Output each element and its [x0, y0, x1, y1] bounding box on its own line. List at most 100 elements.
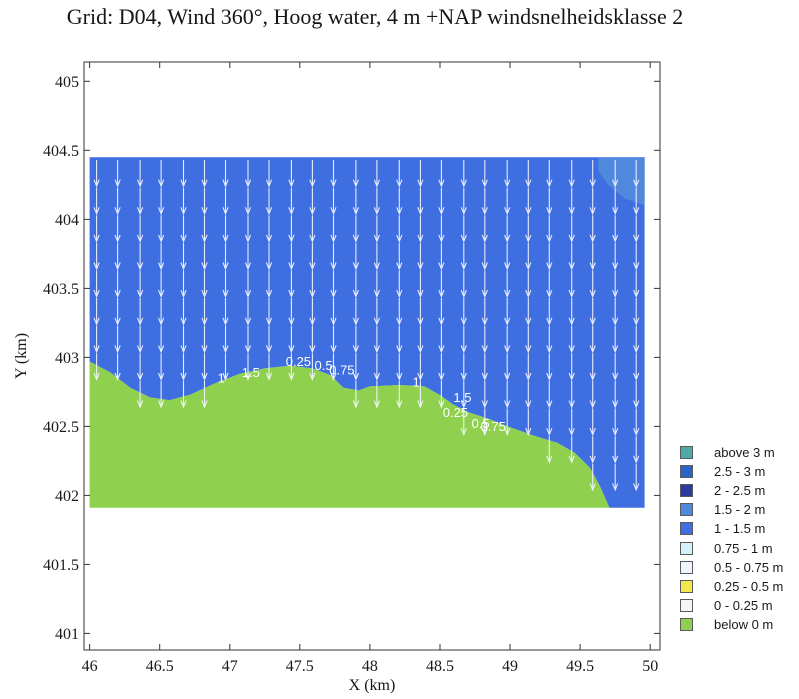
x-tick-label: 47 — [222, 658, 238, 675]
wave-vector — [396, 242, 403, 271]
wave-vector — [352, 270, 360, 299]
wave-vector — [180, 353, 187, 381]
wave-vector — [330, 215, 337, 243]
y-tick-label: 401 — [55, 626, 79, 643]
wave-vector — [265, 353, 273, 381]
wave-vector — [633, 463, 640, 492]
wave-vector — [244, 160, 252, 188]
wave-vector — [373, 270, 381, 299]
wave-vector — [568, 270, 575, 299]
wave-vector — [352, 215, 360, 243]
wave-vector — [612, 242, 619, 271]
wave-vector — [417, 187, 424, 216]
wave-vector — [201, 298, 208, 326]
wave-vector — [481, 187, 488, 216]
wave-vector — [633, 408, 640, 437]
wave-vector — [222, 215, 229, 243]
x-tick-label: 46.5 — [146, 658, 174, 675]
wave-vector — [589, 380, 596, 409]
wave-vector — [114, 353, 121, 381]
contour-label: 1.5 — [242, 365, 260, 380]
wave-vector — [288, 215, 295, 243]
legend-swatch — [680, 484, 693, 498]
wave-vector — [612, 463, 619, 492]
wave-vector — [114, 298, 121, 326]
wave-vector — [309, 187, 316, 216]
wave-vector — [633, 298, 640, 326]
wave-vector — [633, 380, 640, 409]
wave-vector — [93, 215, 100, 243]
chart-title: Grid: D04, Wind 360°, Hoog water, 4 m +N… — [66, 4, 684, 29]
wave-vector — [546, 325, 553, 354]
wave-vector — [589, 353, 596, 381]
wave-vector — [157, 298, 165, 326]
wave-vector — [438, 298, 445, 326]
wave-vector — [136, 270, 144, 299]
legend-label: 1.5 - 2 m — [714, 502, 766, 518]
wave-vector — [525, 270, 532, 299]
wave-vector — [525, 160, 532, 188]
wave-vector — [157, 270, 165, 299]
contour-label: 0.25 — [286, 354, 311, 369]
wave-vector — [265, 215, 273, 243]
wave-vector — [417, 215, 424, 243]
legend-item: 0.25 - 0.5 m — [680, 577, 798, 596]
wave-vector — [460, 298, 467, 326]
legend-item: 2.5 - 3 m — [680, 462, 798, 481]
wave-vector — [481, 160, 488, 188]
wave-vector — [352, 353, 360, 381]
wave-vector — [265, 298, 273, 326]
wave-vector — [244, 215, 252, 243]
wave-vector — [504, 270, 511, 299]
wave-vector — [612, 298, 619, 326]
wave-vector — [180, 380, 187, 409]
wave-vector — [180, 215, 187, 243]
wave-vector — [568, 215, 575, 243]
contour-label: 0.5 — [472, 416, 490, 431]
wave-vector — [222, 353, 229, 382]
wave-vector — [157, 325, 165, 354]
wave-vector — [481, 325, 488, 354]
wave-vector — [417, 298, 424, 326]
wave-vector — [438, 353, 445, 381]
wave-vector — [589, 215, 596, 243]
wave-vector — [633, 160, 640, 188]
wave-vector — [93, 353, 100, 381]
wave-vector — [417, 325, 424, 354]
wave-vector — [460, 380, 467, 409]
wave-vector — [265, 325, 273, 354]
y-axis-label: Y (km) — [13, 332, 30, 380]
contour-fill-layer — [89, 157, 645, 508]
wave-vector — [373, 325, 381, 354]
wave-vector — [438, 270, 445, 299]
wave-vector — [93, 270, 100, 299]
wave-vector — [180, 298, 187, 326]
wave-vector — [633, 187, 640, 216]
y-tick-label: 403.5 — [43, 281, 79, 298]
wave-vector — [481, 353, 488, 381]
wave-vector — [309, 215, 316, 243]
wave-vector — [568, 325, 575, 354]
wave-vector — [265, 160, 273, 188]
wave-vector — [504, 242, 511, 271]
wave-vector — [180, 242, 187, 271]
legend-swatch — [680, 541, 693, 555]
legend-label: 0.5 - 0.75 m — [714, 559, 784, 575]
wave-vector — [288, 242, 295, 271]
wave-vector — [352, 325, 360, 354]
wave-vector — [633, 436, 640, 464]
wave-vector — [396, 353, 403, 381]
wave-vector — [525, 215, 532, 243]
wave-vector — [201, 380, 208, 409]
wave-vector — [438, 242, 445, 271]
wave-vector — [114, 325, 121, 354]
wave-vector — [373, 160, 381, 188]
wave-vector — [504, 187, 511, 216]
wave-vector — [352, 187, 360, 216]
legend-swatch — [680, 503, 693, 517]
legend-label: 0 - 0.25 m — [714, 597, 773, 613]
contour-label: 1.5 — [453, 390, 471, 405]
contour-label: 1 — [412, 375, 419, 390]
wave-vector — [201, 215, 208, 243]
wave-vector — [352, 242, 360, 271]
